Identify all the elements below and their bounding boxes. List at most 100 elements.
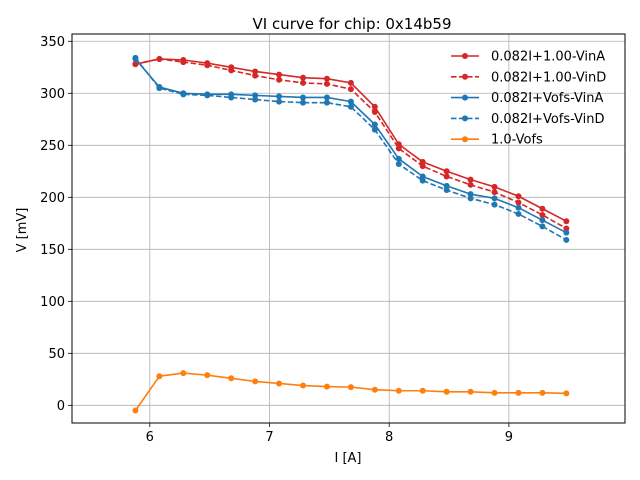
- data-point: [347, 86, 354, 93]
- data-point: [276, 71, 283, 78]
- series-group: [132, 54, 570, 414]
- y-axis-label: V [mV]: [15, 208, 30, 253]
- legend-label: 1.0-Vofs: [491, 133, 543, 148]
- data-point: [276, 98, 283, 105]
- data-point: [443, 187, 450, 194]
- data-point: [323, 99, 330, 106]
- series-2: [132, 55, 570, 232]
- chart-title: VI curve for chip: 0x14b59: [252, 15, 451, 33]
- data-point: [323, 383, 330, 390]
- data-point: [371, 103, 378, 110]
- y-tick-label: 300: [40, 87, 65, 102]
- y-tick-label: 250: [40, 139, 65, 154]
- data-point: [323, 75, 330, 82]
- data-point: [515, 210, 522, 217]
- data-point: [491, 195, 498, 202]
- x-tick-label: 6: [146, 430, 154, 445]
- y-tick-label: 350: [40, 35, 65, 50]
- legend-label: 0.082I+Vofs-VinA: [491, 91, 604, 106]
- data-point: [276, 93, 283, 100]
- data-point: [180, 370, 187, 377]
- data-point: [347, 98, 354, 105]
- grid: [72, 34, 625, 423]
- legend-label: 0.082I+1.00-VinD: [491, 70, 606, 85]
- data-point: [419, 158, 426, 165]
- legend-entry: 0.082I+Vofs-VinA: [451, 91, 604, 106]
- data-point: [156, 55, 163, 62]
- data-point: [347, 79, 354, 86]
- data-point: [467, 181, 474, 188]
- data-point: [443, 388, 450, 395]
- data-point: [443, 182, 450, 189]
- data-point: [467, 191, 474, 198]
- x-axis-label: I [A]: [334, 451, 361, 466]
- data-point: [491, 183, 498, 190]
- data-point: [443, 168, 450, 175]
- data-point: [252, 92, 259, 99]
- legend-marker: [462, 136, 468, 143]
- data-point: [515, 389, 522, 396]
- ticks: 6 7 8 9 0 50 100 150 200 250 300 350: [40, 35, 513, 445]
- data-point: [228, 67, 235, 74]
- data-point: [395, 145, 402, 152]
- data-point: [371, 109, 378, 116]
- data-point: [491, 201, 498, 208]
- y-tick-label: 50: [48, 347, 65, 362]
- data-point: [395, 155, 402, 162]
- series-5: [132, 370, 570, 414]
- legend-marker: [462, 94, 468, 101]
- data-point: [180, 91, 187, 98]
- data-point: [276, 76, 283, 83]
- data-point: [347, 384, 354, 391]
- x-tick-label: 8: [385, 430, 393, 445]
- data-point: [419, 387, 426, 394]
- data-point: [539, 389, 546, 396]
- data-point: [515, 204, 522, 211]
- legend-entry: 0.082I+1.00-VinA: [451, 50, 605, 65]
- data-point: [204, 372, 211, 379]
- data-point: [300, 74, 307, 81]
- data-point: [204, 62, 211, 69]
- data-point: [252, 96, 259, 103]
- data-point: [395, 387, 402, 394]
- data-point: [132, 61, 139, 68]
- data-point: [515, 193, 522, 200]
- data-point: [323, 94, 330, 101]
- x-tick-label: 7: [265, 430, 273, 445]
- data-point: [156, 373, 163, 380]
- data-point: [539, 217, 546, 224]
- y-tick-label: 100: [40, 295, 65, 310]
- data-point: [300, 94, 307, 101]
- legend-entry: 0.082I+1.00-VinD: [451, 70, 606, 85]
- data-point: [156, 85, 163, 92]
- legend-label: 0.082I+Vofs-VinD: [491, 112, 605, 127]
- data-point: [252, 378, 259, 385]
- data-point: [563, 218, 570, 225]
- data-point: [300, 79, 307, 86]
- data-point: [419, 173, 426, 180]
- data-point: [539, 223, 546, 230]
- data-point: [323, 80, 330, 87]
- legend-marker: [462, 53, 468, 59]
- data-point: [252, 68, 259, 75]
- legend-entry: 1.0-Vofs: [451, 133, 543, 148]
- legend-marker: [462, 115, 468, 122]
- data-point: [539, 205, 546, 212]
- data-point: [300, 99, 307, 106]
- data-point: [276, 380, 283, 387]
- data-point: [419, 163, 426, 170]
- data-point: [443, 173, 450, 180]
- data-point: [419, 177, 426, 184]
- data-point: [371, 121, 378, 128]
- data-point: [228, 94, 235, 101]
- axes-frame: [71, 33, 626, 424]
- x-tick-label: 9: [505, 430, 513, 445]
- data-point: [300, 382, 307, 389]
- legend-entry: 0.082I+Vofs-VinD: [451, 112, 605, 127]
- data-point: [563, 229, 570, 236]
- data-point: [204, 92, 211, 99]
- y-tick-label: 200: [40, 191, 65, 206]
- series-4: [132, 54, 570, 243]
- data-point: [515, 199, 522, 206]
